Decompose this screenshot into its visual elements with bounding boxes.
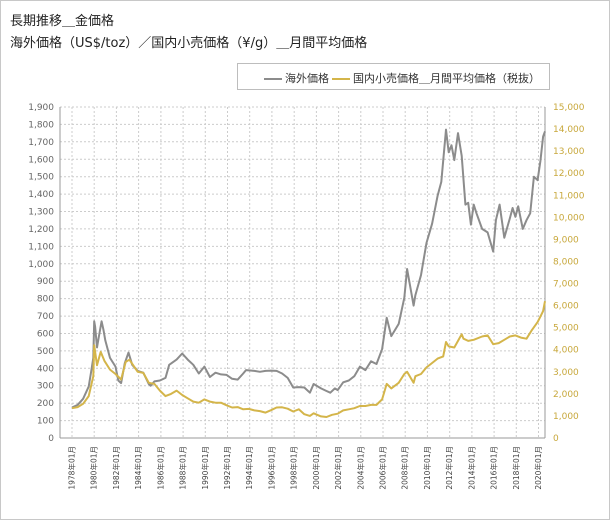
right-tick-label-12: 12,000 <box>553 169 585 179</box>
series-line-overseas <box>71 128 546 409</box>
x-tick-label-5: 1988年01月 <box>178 446 188 490</box>
left-tick-label-11: 1,100 <box>28 242 54 252</box>
right-tick-label-7: 7,000 <box>553 280 579 290</box>
x-tick-label-21: 2020年01月 <box>533 446 543 490</box>
right-tick-label-3: 3,000 <box>553 368 579 378</box>
axes <box>59 107 546 439</box>
x-tick-label-14: 2006年01月 <box>378 446 388 490</box>
left-tick-label-14: 1,400 <box>28 190 54 200</box>
left-tick-label-6: 600 <box>37 330 54 340</box>
right-tick-label-2: 2,000 <box>553 390 579 400</box>
chart-subtitle: 海外価格（US$/toz）／国内小売価格（¥/g）＿月間平均価格 <box>10 36 368 51</box>
chart-title: 長期推移＿金価格 <box>10 14 115 29</box>
x-tick-label-11: 2000年01月 <box>311 446 321 490</box>
legend-label-overseas: 海外価格 <box>285 72 329 85</box>
series-lines <box>71 128 546 418</box>
left-tick-label-4: 400 <box>37 364 54 374</box>
x-tick-label-0: 1978年01月 <box>67 446 77 490</box>
left-axis-ticks: 0 100 200 300 400 500 600 700 800 900 1,000 1,100 1,… <box>28 103 54 444</box>
x-tick-label-20: 2018年01月 <box>511 446 521 490</box>
x-tick-label-10: 1998年01月 <box>289 446 299 490</box>
right-tick-label-11: 11,000 <box>553 191 585 201</box>
legend-item-overseas: 海外価格 <box>264 70 329 86</box>
left-tick-label-18: 1,800 <box>28 120 54 130</box>
left-tick-label-16: 1,600 <box>28 155 54 165</box>
grid <box>60 106 545 439</box>
x-axis-ticks: 1978年01月 1980年01月 1982年01月 1984年01月 1986年01月… <box>67 446 544 490</box>
left-tick-label-19: 1,900 <box>28 103 54 113</box>
left-tick-label-3: 300 <box>37 382 54 392</box>
x-tick-label-19: 2016年01月 <box>489 446 499 490</box>
left-tick-label-7: 700 <box>37 312 54 322</box>
series-line-domestic <box>71 301 546 418</box>
right-tick-label-6: 6,000 <box>553 302 579 312</box>
x-tick-label-2: 1982年01月 <box>111 446 121 490</box>
chart-legend: 海外価格 国内小売価格＿月間平均価格（税抜） <box>237 63 550 90</box>
x-tick-label-17: 2012年01月 <box>444 446 454 490</box>
left-tick-label-17: 1,700 <box>28 138 54 148</box>
x-tick-label-6: 1990年01月 <box>200 446 210 490</box>
right-tick-label-13: 13,000 <box>553 147 585 157</box>
x-tick-label-12: 2002年01月 <box>333 446 343 490</box>
right-tick-label-8: 8,000 <box>553 258 579 268</box>
right-tick-label-9: 9,000 <box>553 235 579 245</box>
x-tick-label-3: 1984年01月 <box>133 446 143 490</box>
x-tick-label-16: 2010年01月 <box>422 446 432 490</box>
left-tick-label-2: 200 <box>37 399 54 409</box>
right-tick-label-14: 14,000 <box>553 125 585 135</box>
right-tick-label-0: 0 <box>553 434 559 444</box>
x-tick-label-15: 2008年01月 <box>400 446 410 490</box>
left-tick-label-0: 0 <box>48 434 54 444</box>
left-tick-label-15: 1,500 <box>28 173 54 183</box>
left-tick-label-13: 1,300 <box>28 208 54 218</box>
left-tick-label-8: 800 <box>37 295 54 305</box>
x-tick-label-13: 2004年01月 <box>355 446 365 490</box>
left-tick-label-5: 500 <box>37 347 54 357</box>
x-tick-label-1: 1980年01月 <box>89 446 99 490</box>
right-tick-label-15: 15,000 <box>553 103 585 113</box>
right-tick-label-10: 10,000 <box>553 213 585 223</box>
legend-swatch-overseas <box>264 78 282 80</box>
legend-item-domestic: 国内小売価格＿月間平均価格（税抜） <box>332 70 540 86</box>
legend-swatch-domestic <box>332 78 350 80</box>
right-tick-label-4: 4,000 <box>553 346 579 356</box>
x-tick-label-4: 1986年01月 <box>155 446 165 490</box>
x-tick-label-7: 1992年01月 <box>222 446 232 490</box>
left-tick-label-1: 100 <box>37 417 54 427</box>
x-tick-label-18: 2014年01月 <box>466 446 476 490</box>
x-tick-label-9: 1996年01月 <box>266 446 276 490</box>
right-tick-label-5: 5,000 <box>553 324 579 334</box>
x-tick-label-8: 1994年01月 <box>244 446 254 490</box>
right-axis-ticks: 0 1,000 2,000 3,000 4,000 5,000 6,000 7,000 8,00… <box>553 103 585 444</box>
left-tick-label-10: 1,000 <box>28 260 54 270</box>
left-tick-label-12: 1,200 <box>28 225 54 235</box>
right-tick-label-1: 1,000 <box>553 412 579 422</box>
legend-label-domestic: 国内小売価格＿月間平均価格（税抜） <box>353 72 540 85</box>
left-tick-label-9: 900 <box>37 277 54 287</box>
